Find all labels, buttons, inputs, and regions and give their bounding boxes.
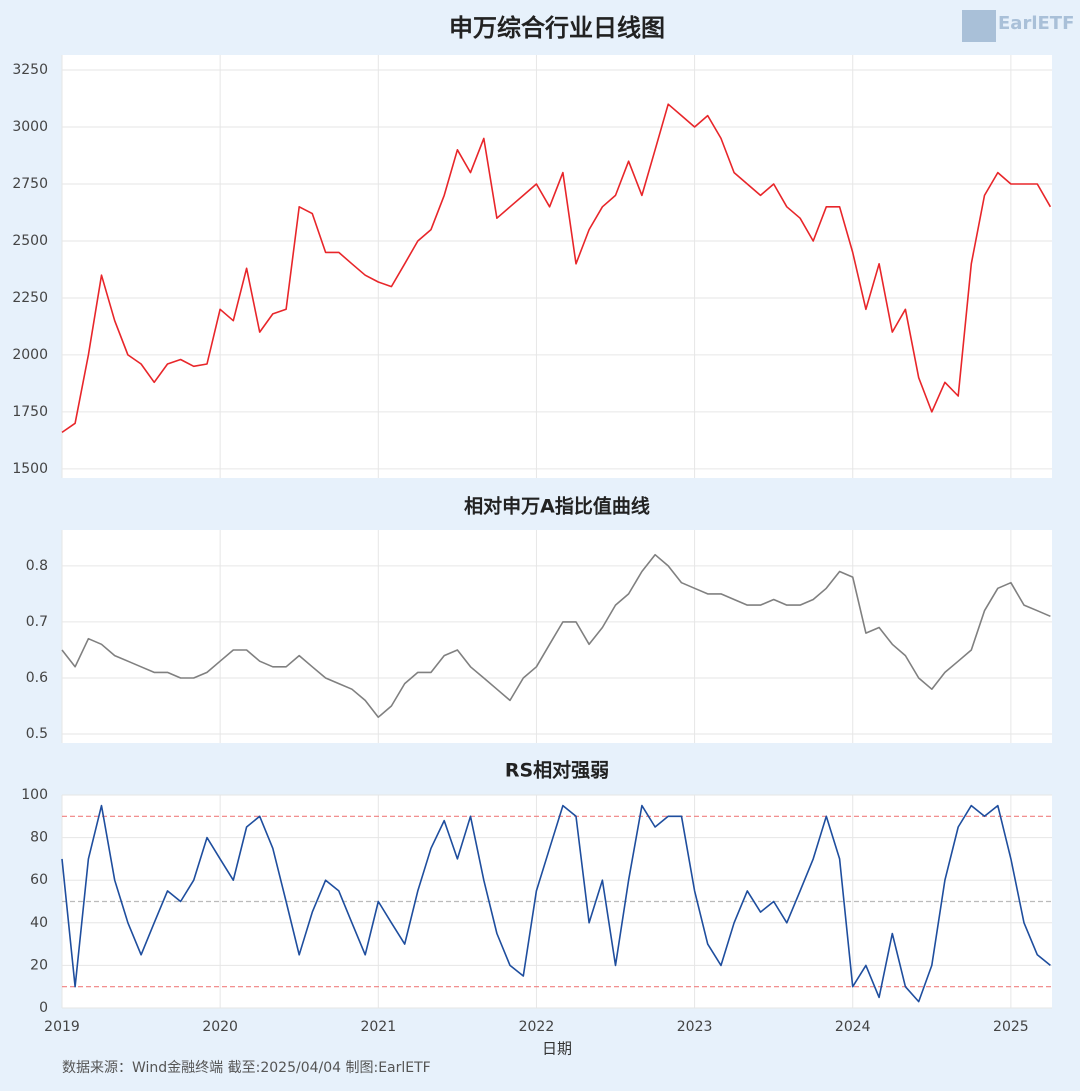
y-tick-label: 20 bbox=[30, 957, 48, 973]
chart-title: 申万综合行业日线图 bbox=[449, 14, 665, 42]
logo-icon bbox=[962, 10, 996, 42]
y-tick-label: 2250 bbox=[12, 290, 48, 306]
y-tick-label: 2500 bbox=[12, 233, 48, 249]
y-tick-label: 80 bbox=[30, 830, 48, 846]
x-tick-label: 2022 bbox=[519, 1019, 555, 1035]
x-tick-label: 2019 bbox=[44, 1019, 80, 1035]
x-tick-label: 2024 bbox=[835, 1019, 871, 1035]
y-tick-label: 0.5 bbox=[26, 726, 48, 742]
logo: EarlETF bbox=[998, 13, 1074, 34]
x-tick-label: 2021 bbox=[360, 1019, 396, 1035]
panel-title: RS相对强弱 bbox=[505, 759, 609, 782]
data-line bbox=[61, 103, 1052, 434]
y-tick-label: 1500 bbox=[12, 461, 48, 477]
y-tick-label: 2750 bbox=[12, 176, 48, 192]
y-tick-label: 0.7 bbox=[26, 614, 48, 630]
data-line bbox=[61, 553, 1051, 718]
y-tick-label: 60 bbox=[30, 872, 48, 888]
x-tick-label: 2025 bbox=[993, 1019, 1029, 1035]
source-note: 数据来源：Wind金融终端 截至:2025/04/04 制图:EarlETF bbox=[62, 1060, 431, 1076]
y-tick-label: 0.6 bbox=[26, 670, 48, 686]
y-tick-label: 2000 bbox=[12, 347, 48, 363]
plot-area bbox=[62, 55, 1052, 478]
y-tick-label: 40 bbox=[30, 915, 48, 931]
y-tick-label: 100 bbox=[21, 787, 48, 803]
y-tick-label: 3250 bbox=[12, 62, 48, 78]
x-tick-label: 2023 bbox=[677, 1019, 713, 1035]
x-axis-label: 日期 bbox=[542, 1040, 572, 1058]
y-tick-label: 0.8 bbox=[26, 558, 48, 574]
plot-area bbox=[62, 530, 1052, 743]
y-tick-label: 0 bbox=[39, 1000, 48, 1016]
y-tick-label: 1750 bbox=[12, 404, 48, 420]
data-line bbox=[61, 804, 1051, 1003]
panel-title: 相对申万A指比值曲线 bbox=[464, 495, 650, 518]
x-tick-label: 2020 bbox=[202, 1019, 238, 1035]
y-tick-label: 3000 bbox=[12, 119, 48, 135]
